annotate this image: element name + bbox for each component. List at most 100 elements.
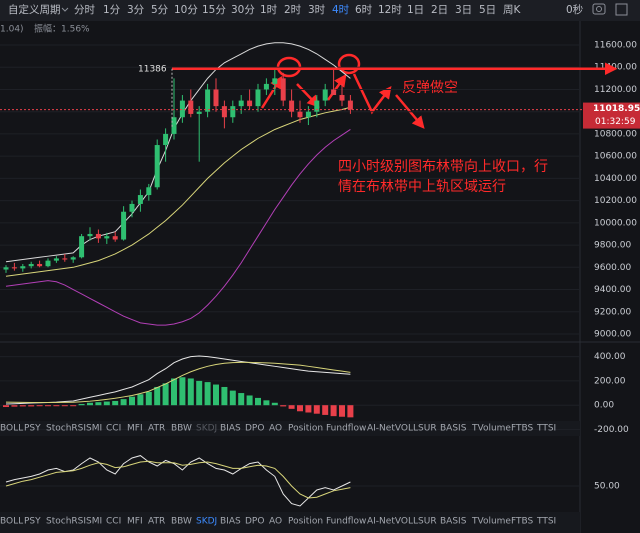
indicator-tab[interactable]: CCI (106, 424, 121, 434)
indicator-tab[interactable]: SKDJ (196, 424, 217, 434)
circle-mark (337, 53, 361, 75)
macd-bar (28, 405, 35, 407)
indicator-tab[interactable]: TVolume (471, 517, 511, 527)
y-tick-label: 10000.00 (594, 218, 637, 228)
y-tick-label: 400.00 (594, 352, 626, 362)
indicator-tab[interactable]: CCI (106, 517, 121, 527)
indicator-tab[interactable]: PSY (24, 424, 41, 434)
indicator-tab[interactable]: AI-NetVOL (367, 517, 413, 527)
candle-body (45, 260, 51, 267)
indicator-tab[interactable]: LSUR (413, 424, 437, 434)
indicator-tab[interactable]: BOLL (0, 517, 23, 527)
y-tick-label: 10200.00 (594, 196, 637, 206)
indicator-tab[interactable]: MFI (127, 424, 143, 434)
indicator-tab[interactable]: BASIS (440, 517, 467, 527)
countdown: 0秒 (566, 3, 584, 16)
indicator-tab[interactable]: TTSI (536, 517, 556, 527)
candle-body (163, 133, 169, 146)
candle-body (112, 236, 118, 240)
interval-button[interactable]: 5日 (479, 4, 496, 16)
interval-button[interactable]: 12时 (378, 4, 402, 16)
indicator-tab[interactable]: AI-NetVOL (367, 424, 413, 434)
macd-bar (19, 405, 26, 407)
interval-button[interactable]: 1日 (407, 4, 424, 16)
candle-body (87, 233, 93, 237)
macd-bar (347, 405, 354, 418)
indicator-tab[interactable]: DPO (245, 424, 264, 434)
indicator-tab[interactable]: FTBS (511, 424, 534, 434)
interval-button[interactable]: 2时 (284, 4, 302, 16)
bar-countdown: 01:32:59 (595, 117, 636, 127)
macd-bar (255, 397, 261, 406)
indicator-tab[interactable]: LSUR (413, 517, 437, 527)
fullscreen-icon[interactable] (615, 3, 628, 16)
indicator-tab[interactable]: StochRSI (46, 517, 86, 527)
interval-button[interactable]: 3日 (455, 4, 472, 16)
y-tick-label: 9800.00 (594, 241, 631, 251)
camera-icon[interactable] (592, 3, 606, 15)
interval-button[interactable]: 5分 (151, 4, 169, 16)
interval-button[interactable]: 10分 (174, 4, 198, 16)
interval-button[interactable]: 30分 (231, 4, 255, 16)
interval-button[interactable]: 6时 (355, 4, 373, 16)
indicator-tab[interactable]: Position (288, 424, 323, 434)
indicator-tab[interactable]: SMI (86, 424, 102, 434)
candle-body (70, 257, 76, 260)
indicator-tab[interactable]: BIAS (220, 517, 241, 527)
interval-button[interactable]: 周K (503, 4, 521, 16)
interval-button[interactable]: 15分 (202, 4, 226, 16)
macd-bar (204, 382, 211, 406)
indicator-tab[interactable]: BBW (171, 517, 192, 527)
indicator-tab[interactable]: BBW (171, 424, 192, 434)
indicator-tab[interactable]: SMI (86, 517, 102, 527)
macd-bar (171, 378, 177, 406)
indicator-tab[interactable]: FTBS (511, 517, 534, 527)
indicator-tab[interactable]: AO (269, 517, 282, 527)
macd-bar (45, 405, 51, 407)
candle-body (280, 78, 286, 101)
indicator-tab[interactable]: Fundflow (326, 424, 366, 434)
macd-bar (246, 395, 253, 406)
macd-bar (36, 405, 43, 407)
tab-bar-bg (0, 512, 580, 533)
interval-button[interactable]: 1分 (103, 4, 121, 16)
candle-body (263, 83, 269, 90)
indicator-tab[interactable]: BASIS (440, 424, 467, 434)
candle-body (95, 233, 101, 239)
interval-button[interactable]: 3分 (127, 4, 145, 16)
indicator-tab[interactable]: TVolume (471, 424, 511, 434)
candle-body (196, 111, 202, 114)
indicator-tab[interactable]: StochRSI (46, 424, 86, 434)
y-tick-label: 11200.00 (594, 85, 637, 95)
macd-bar (112, 400, 119, 406)
candle-body (28, 263, 34, 267)
toolbar-bg (0, 0, 640, 21)
indicator-tab[interactable]: Position (288, 517, 323, 527)
indicator-tab[interactable]: BOLL (0, 424, 23, 434)
indicator-tab[interactable]: MFI (127, 517, 143, 527)
indicator-tab[interactable]: ATR (148, 517, 165, 527)
interval-button[interactable]: 2日 (431, 4, 448, 16)
macd-bar (263, 400, 270, 406)
period-select[interactable]: 自定义周期 (8, 3, 61, 16)
macd-bar (271, 402, 278, 406)
interval-button[interactable]: 4时 (332, 4, 350, 16)
indicator-tab[interactable]: TTSI (536, 424, 556, 434)
indicator-tab[interactable]: SKDJ (196, 517, 217, 527)
candle-body (37, 263, 43, 267)
annotation-short: 反弹做空 (402, 80, 458, 96)
indicator-tab[interactable]: DPO (245, 517, 264, 527)
interval-button[interactable]: 3时 (308, 4, 326, 16)
interval-button[interactable]: 1时 (260, 4, 278, 16)
indicator-tab[interactable]: AO (269, 424, 282, 434)
candle-body (104, 236, 110, 239)
indicator-tab[interactable]: Fundflow (326, 517, 366, 527)
indicator-tab[interactable]: BIAS (220, 424, 241, 434)
arrow (352, 73, 392, 115)
candle-body (129, 203, 135, 212)
candle-body (3, 267, 9, 270)
interval-button[interactable]: 分时 (74, 4, 95, 16)
indicator-tab[interactable]: PSY (24, 517, 41, 527)
indicator-tab[interactable]: ATR (148, 424, 165, 434)
macd-bar (78, 403, 85, 406)
